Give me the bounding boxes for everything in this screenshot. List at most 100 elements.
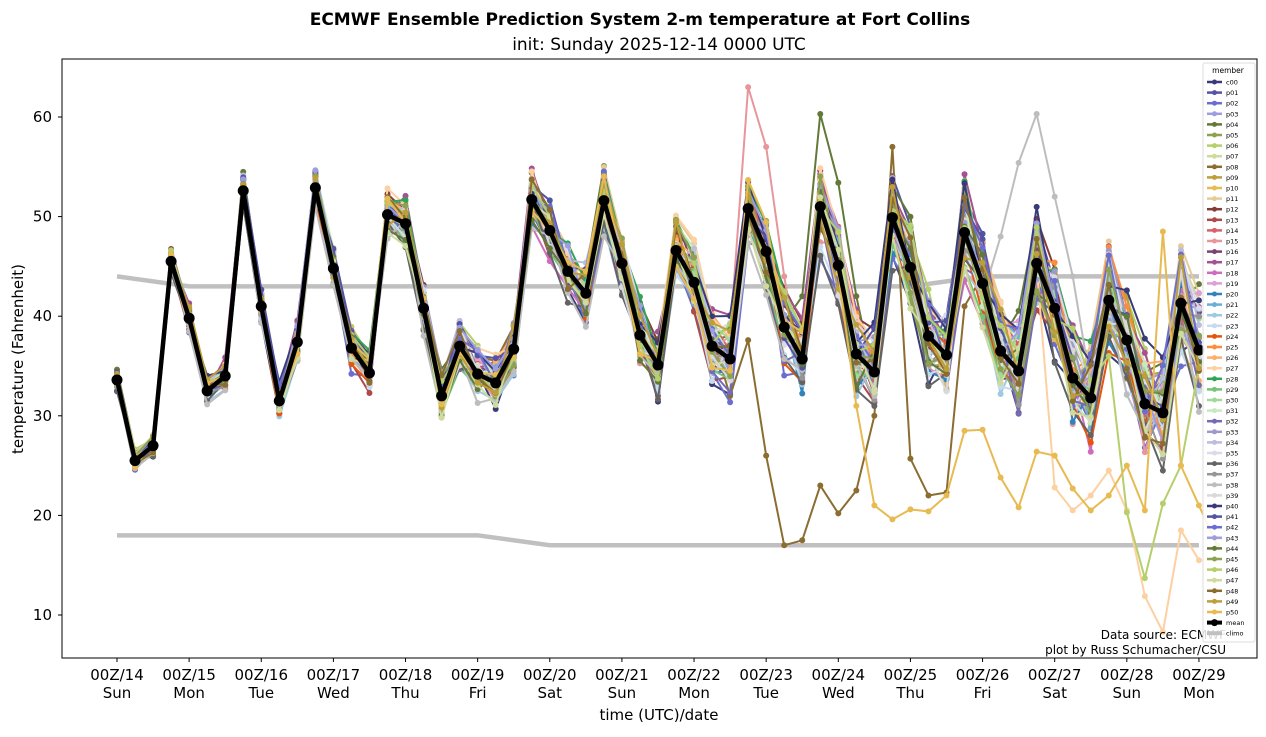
member-point [1087,432,1094,439]
member-point [366,379,373,386]
legend-label-p45: p45 [1226,556,1238,564]
member-point [1159,467,1166,474]
x-tick-day: Sun [608,684,637,702]
legend-marker-p12 [1212,206,1217,212]
mean-point [814,201,826,213]
member-point [1051,452,1058,459]
member-point [1015,328,1022,335]
member-point [1177,363,1184,370]
mean-point [634,329,646,341]
member-point [817,111,824,118]
member-point [889,267,896,274]
member-point [817,252,824,259]
legend-marker-p49 [1212,598,1217,604]
legend-label-p21: p21 [1226,301,1238,309]
member-point [781,273,788,280]
member-point [1159,416,1166,423]
member-point [1033,235,1040,242]
x-tick-label: 00Z/23 [739,666,793,684]
member-point [781,342,788,349]
member-point [907,234,914,241]
member-point [528,176,535,183]
legend-label-mean: mean [1226,619,1244,627]
member-point [1069,325,1076,332]
member-point [943,370,950,377]
legend-title: member [1212,66,1245,75]
legend-label-p23: p23 [1226,322,1238,330]
legend-marker-p42 [1212,524,1217,530]
mean-point [1139,398,1151,410]
legend-label-p42: p42 [1226,524,1238,532]
mean-point [760,245,772,257]
legend-marker-p01 [1212,90,1217,96]
legend-label-p30: p30 [1226,397,1238,405]
member-point [1159,440,1166,447]
member-point [168,251,175,258]
member-point [925,314,932,321]
legend-label-p24: p24 [1226,333,1238,341]
member-point [853,402,860,409]
member-point [997,306,1004,313]
legend-label-p13: p13 [1226,216,1238,224]
x-tick-day: Mon [678,684,710,702]
annotation-credit: plot by Russ Schumacher/CSU [1045,643,1226,657]
x-tick-label: 00Z/25 [884,666,938,684]
member-point [1087,414,1094,421]
legend-marker-p35 [1212,450,1217,456]
member-point [1033,448,1040,455]
member-point [1105,238,1112,245]
member-point [925,383,932,390]
member-point [781,294,788,301]
member-point [492,366,499,373]
legend-marker-p22 [1212,312,1217,318]
mean-point [1085,392,1097,404]
x-tick-day: Mon [1183,684,1215,702]
member-point [1177,254,1184,261]
legend-marker-p19 [1212,280,1217,286]
legend-label-p16: p16 [1226,248,1238,256]
member-point [943,366,950,373]
legend-marker-p33 [1212,429,1217,435]
member-point [817,482,824,489]
member-point [871,389,878,396]
member-point [582,268,589,275]
member-point [384,185,391,192]
x-tick-label: 00Z/20 [523,666,577,684]
mean-point [526,194,538,206]
member-point [961,303,968,310]
mean-point [219,370,231,382]
legend-label-p14: p14 [1226,227,1238,235]
x-tick-label: 00Z/26 [956,666,1010,684]
member-point [1033,287,1040,294]
member-point [1159,228,1166,235]
mean-point [508,343,520,355]
mean-point [850,348,862,360]
legend-label-p02: p02 [1226,100,1238,108]
mean-point [652,359,664,371]
member-point [799,537,806,544]
member-point [997,322,1004,329]
member-point [691,260,698,267]
member-point [907,213,914,220]
legend-marker-p30 [1212,397,1217,403]
member-point [727,377,734,384]
member-point [1159,500,1166,507]
member-point [1087,448,1094,455]
member-point [1105,281,1112,288]
mean-point [796,353,808,365]
member-point [528,168,535,175]
legend-marker-p04 [1212,121,1217,127]
member-point [763,452,770,459]
member-point [961,427,968,434]
mean-point [580,287,592,299]
member-point [799,390,806,397]
y-tick-label: 50 [33,208,52,226]
member-point [654,375,661,382]
member-point [907,289,914,296]
x-tick-day: Sun [103,684,132,702]
member-point [654,396,661,403]
member-point [1123,313,1130,320]
legend-marker-p27 [1212,365,1217,371]
member-point [510,368,517,375]
member-point [1087,507,1094,514]
